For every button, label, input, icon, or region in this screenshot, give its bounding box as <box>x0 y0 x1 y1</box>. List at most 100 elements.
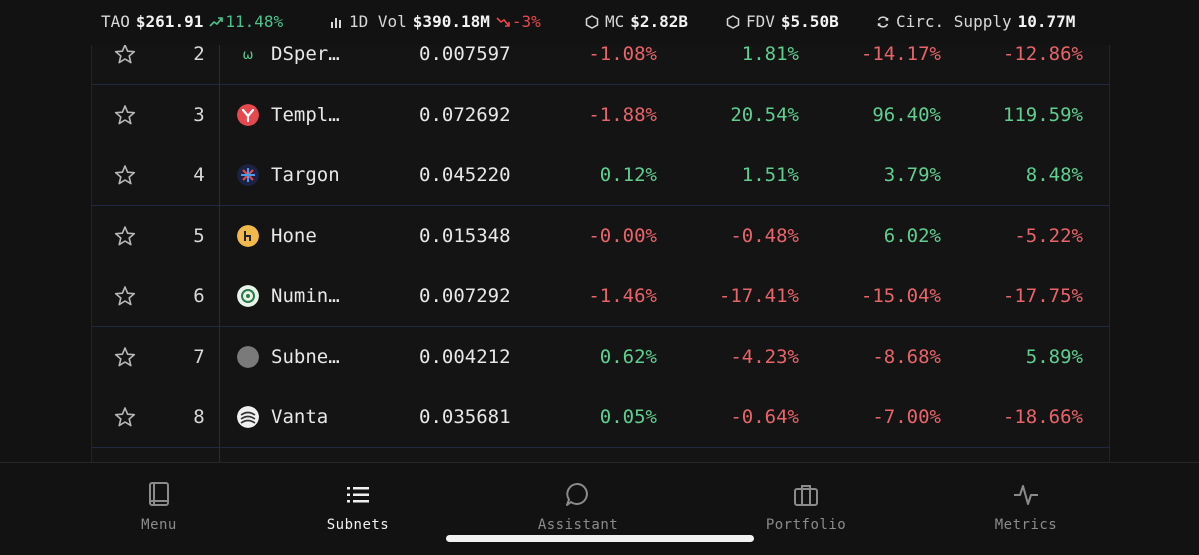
volume-change: -3% <box>511 12 541 31</box>
star-icon[interactable] <box>114 104 136 126</box>
hexagon-icon <box>726 14 740 29</box>
change-24h: -0.48% <box>730 224 799 247</box>
subnet-name[interactable]: Templ… <box>271 103 340 126</box>
change-24h: 1.81% <box>741 43 799 65</box>
tab-portfolio[interactable]: Portfolio <box>736 481 876 533</box>
ticker-bar: TAO $261.91 11.48% 1D Vol $390.18M -3% M… <box>0 0 1199 45</box>
volume-label: 1D Vol <box>349 12 407 31</box>
change-30d: -18.66% <box>1002 406 1083 428</box>
subnet-name[interactable]: Vanta <box>271 406 329 428</box>
tao-change: 11.48% <box>225 12 284 31</box>
change-7d: 3.79% <box>883 164 941 186</box>
tab-menu-label: Menu <box>141 517 177 533</box>
table-row[interactable] <box>92 447 1109 466</box>
rank: 2 <box>193 43 205 65</box>
rank: 7 <box>193 345 205 368</box>
tab-menu[interactable]: Menu <box>89 481 229 533</box>
market-cap-label: MC <box>605 12 625 31</box>
volume-value: $390.18M <box>412 12 490 31</box>
change-1h: -1.46% <box>588 285 657 307</box>
fdv-value: $5.50B <box>780 12 839 31</box>
supply-ticker: Circ. Supply 10.77M <box>876 12 1075 31</box>
price: 0.045220 <box>419 164 511 186</box>
change-1h: 0.62% <box>599 345 657 368</box>
tab-assistant[interactable]: Assistant <box>508 481 648 533</box>
tab-subnets-label: Subnets <box>326 517 390 533</box>
tao-ticker: TAO $261.91 11.48% <box>101 12 283 31</box>
supply-value: 10.77M <box>1017 12 1076 31</box>
briefcase-icon <box>794 485 818 506</box>
column-divider <box>219 266 220 326</box>
change-30d: 5.89% <box>1025 345 1083 368</box>
tab-subnets[interactable]: Subnets <box>288 481 428 533</box>
change-24h: -4.23% <box>730 345 799 368</box>
change-7d: -8.68% <box>872 345 941 368</box>
table-row[interactable]: 5 Hone 0.015348 -0.00% -0.48% 6.02% -5.22% <box>92 205 1109 267</box>
vanta-logo <box>237 406 259 428</box>
column-divider <box>219 387 220 447</box>
activity-icon <box>1014 485 1038 505</box>
change-7d: 6.02% <box>883 224 941 247</box>
subnet-name[interactable]: Subne… <box>271 345 340 368</box>
rank: 8 <box>193 406 205 428</box>
subnet-name[interactable]: Targon <box>271 164 340 186</box>
change-1h: -0.00% <box>588 224 657 247</box>
change-7d: 96.40% <box>872 103 941 126</box>
numin-logo <box>237 285 259 307</box>
change-30d: 119.59% <box>1002 103 1083 126</box>
table-row[interactable]: 3 Templ… 0.072692 -1.88% 20.54% 96.40% 119.59% <box>92 84 1109 146</box>
hexagon-icon <box>585 14 599 29</box>
fdv-label: FDV <box>746 12 775 31</box>
dsper-logo: ω <box>237 43 259 65</box>
targon-logo <box>237 164 259 186</box>
change-24h: -0.64% <box>730 406 799 428</box>
column-divider <box>219 145 220 205</box>
star-icon[interactable] <box>114 406 136 428</box>
tab-assistant-label: Assistant <box>537 517 619 533</box>
chat-bubble-icon <box>566 483 588 506</box>
change-30d: 8.48% <box>1025 164 1083 186</box>
list-icon <box>347 487 369 503</box>
tab-metrics[interactable]: Metrics <box>956 481 1096 533</box>
svg-text:ω: ω <box>243 48 254 63</box>
table-row[interactable]: 7 Subne… 0.004212 0.62% -4.23% -8.68% 5.89% <box>92 326 1109 388</box>
book-icon <box>149 482 169 506</box>
price: 0.015348 <box>419 224 511 247</box>
change-24h: -17.41% <box>718 285 799 307</box>
hone-logo <box>237 224 259 247</box>
subnets-table[interactable]: 2 ω DSper… 0.007597 -1.08% 1.81% -14.17% -12.86… <box>91 26 1110 466</box>
column-divider <box>219 205 220 266</box>
change-30d: -12.86% <box>1002 43 1083 65</box>
subnet-name[interactable]: Numin… <box>271 285 340 307</box>
change-1h: -1.08% <box>588 43 657 65</box>
change-1h: -1.88% <box>588 103 657 126</box>
star-icon[interactable] <box>114 225 136 247</box>
market-cap-ticker: MC $2.82B <box>585 12 688 31</box>
star-icon[interactable] <box>114 164 136 186</box>
table-row[interactable]: 4 Targon 0.045220 0.12% 1.51% 3.79% 8.48% <box>92 145 1109 206</box>
price: 0.007292 <box>419 285 511 307</box>
tab-metrics-label: Metrics <box>994 517 1058 533</box>
rank: 6 <box>193 285 205 307</box>
fdv-ticker: FDV $5.50B <box>726 12 839 31</box>
change-7d: -14.17% <box>860 43 941 65</box>
change-30d: -17.75% <box>1002 285 1083 307</box>
change-1h: 0.05% <box>599 406 657 428</box>
table-row[interactable]: 8 Vanta 0.035681 0.05% -0.64% -7.00% -18.66% <box>92 387 1109 448</box>
refresh-icon <box>877 15 889 28</box>
tao-price: $261.91 <box>135 12 204 31</box>
change-1h: 0.12% <box>599 164 657 186</box>
subnet-name[interactable]: DSper… <box>271 43 340 65</box>
star-icon[interactable] <box>114 346 136 368</box>
change-24h: 1.51% <box>741 164 799 186</box>
star-icon[interactable] <box>114 43 136 65</box>
change-7d: -7.00% <box>872 406 941 428</box>
star-icon[interactable] <box>114 285 136 307</box>
column-divider <box>219 447 220 466</box>
home-indicator[interactable] <box>446 535 754 542</box>
rank: 4 <box>193 164 205 186</box>
table-row[interactable]: 6 Numin… 0.007292 -1.46% -17.41% -15.04% -17.7… <box>92 266 1109 327</box>
subne-logo <box>237 345 259 368</box>
column-divider <box>219 26 220 84</box>
subnet-name[interactable]: Hone <box>271 224 317 247</box>
